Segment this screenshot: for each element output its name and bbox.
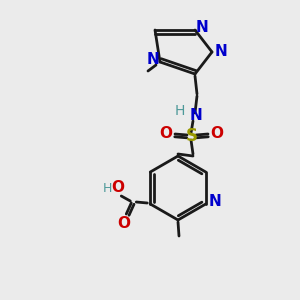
Text: H: H bbox=[175, 104, 185, 118]
Text: O: O bbox=[111, 181, 124, 196]
Text: O: O bbox=[117, 217, 130, 232]
Text: O: O bbox=[160, 125, 172, 140]
Text: N: N bbox=[208, 194, 221, 209]
Text: S: S bbox=[186, 127, 198, 145]
Text: N: N bbox=[196, 20, 208, 35]
Text: N: N bbox=[214, 44, 227, 59]
Text: N: N bbox=[190, 109, 202, 124]
Text: H: H bbox=[103, 182, 112, 194]
Text: N: N bbox=[147, 52, 159, 68]
Text: O: O bbox=[211, 125, 224, 140]
